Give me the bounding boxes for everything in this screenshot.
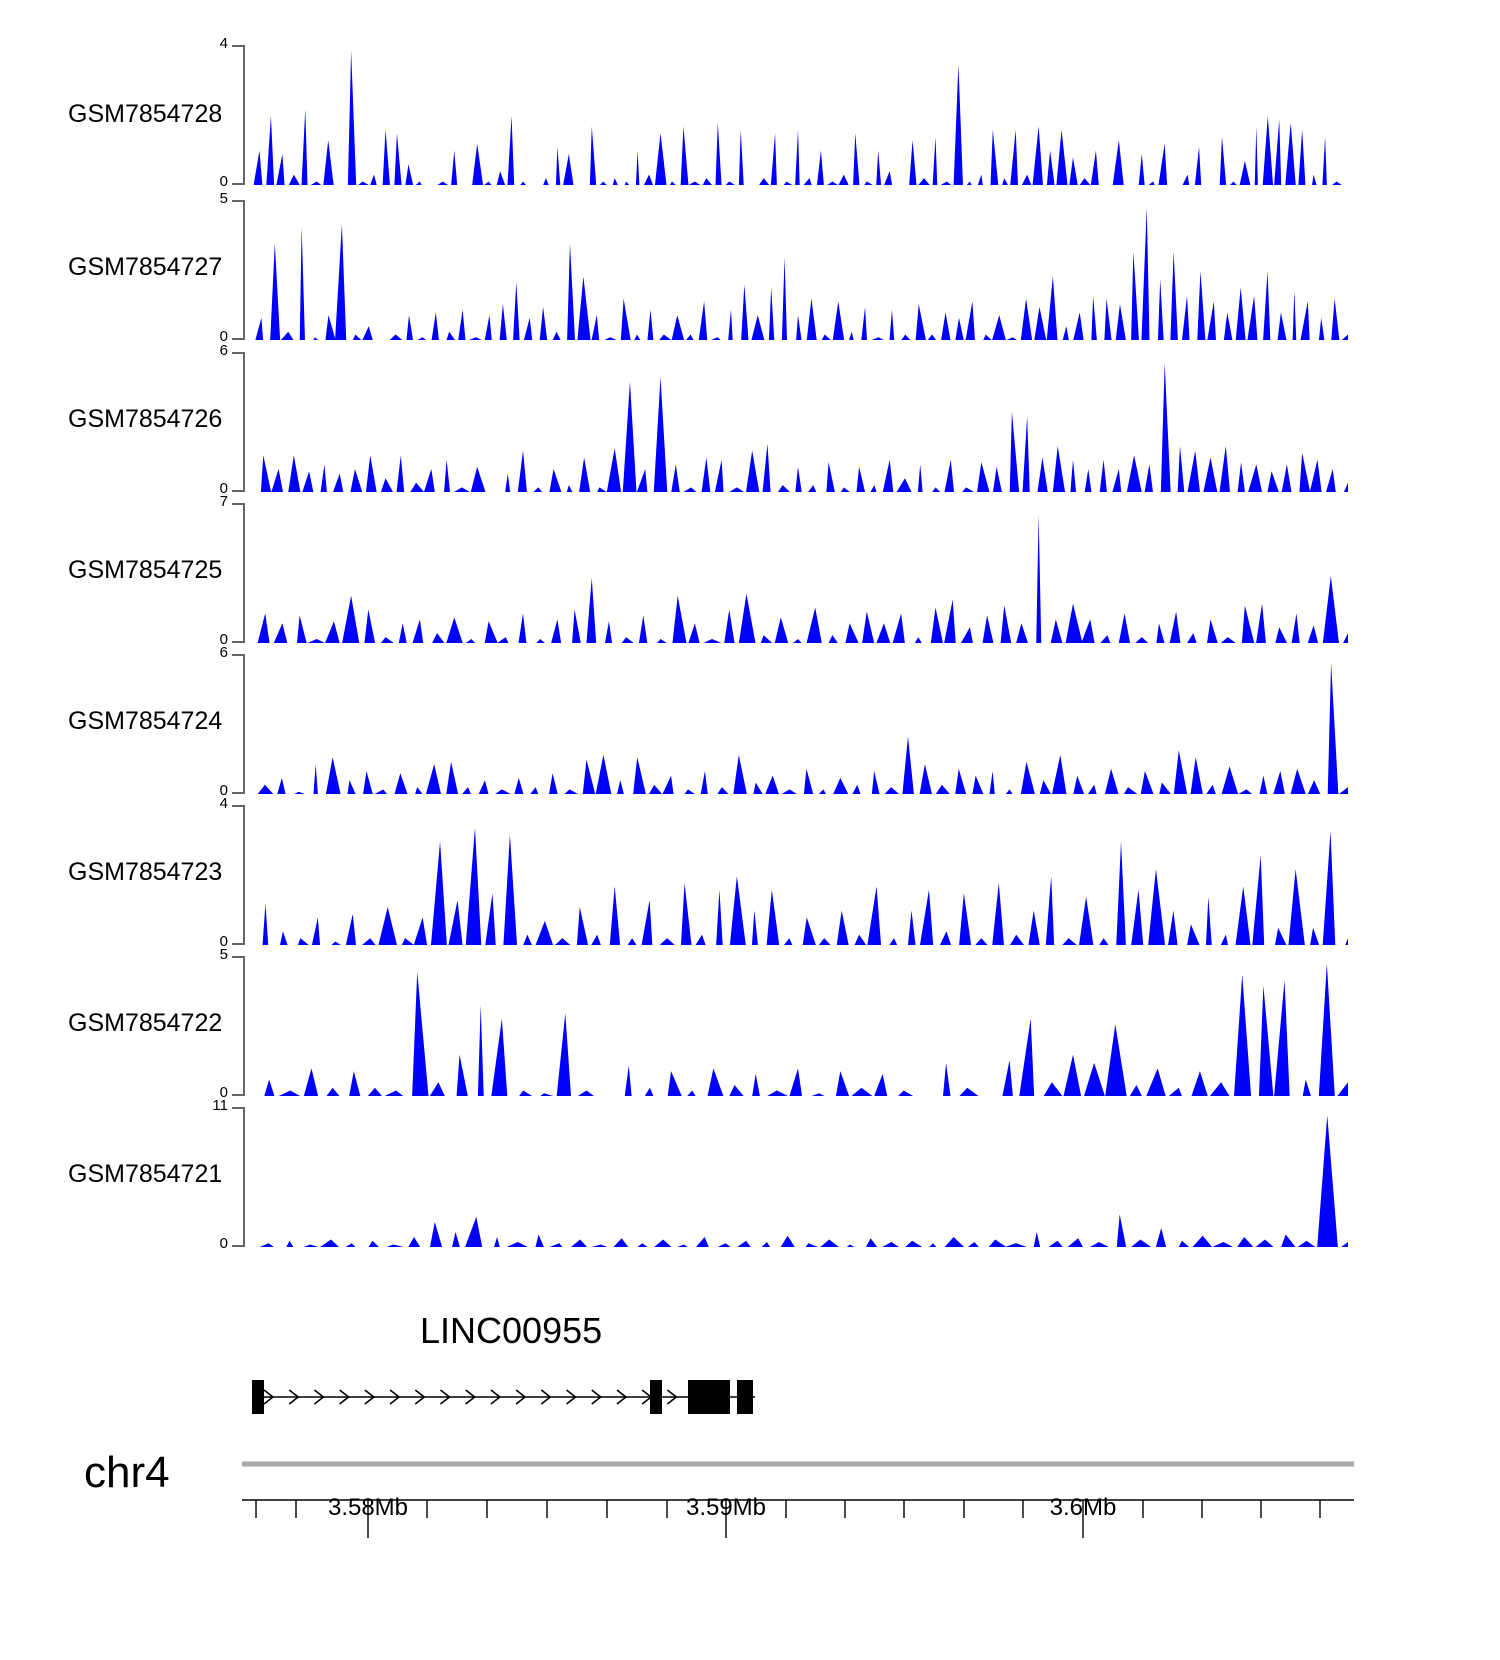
y-axis-line: [243, 956, 245, 1096]
axis-tick-label: 3.59Mb: [685, 1494, 767, 1521]
y-axis-tick-max: [232, 352, 245, 354]
y-axis-max-label: 5: [219, 946, 228, 963]
coverage-profile: [248, 956, 1348, 1096]
y-axis-max-label: 5: [219, 190, 228, 207]
coverage-track: GSM7854722 5 0: [0, 947, 1500, 1100]
gene-name-label: LINC00955: [420, 1310, 603, 1351]
y-axis-min-label: 0: [219, 173, 228, 190]
y-axis-tick-min: [232, 1245, 245, 1247]
coverage-area-svg: [248, 1115, 1348, 1247]
y-axis-line: [243, 654, 245, 794]
coverage-track: GSM7854723 4 0: [0, 796, 1500, 949]
y-axis-tick-min: [232, 641, 245, 643]
coverage-area-svg: [248, 662, 1348, 794]
y-axis-min-label: 0: [219, 480, 228, 497]
coverage-area-svg: [248, 50, 1348, 185]
y-axis-tick-max: [232, 1107, 245, 1109]
y-axis-min-label: 0: [219, 328, 228, 345]
y-axis-max-label: 11: [212, 1097, 228, 1114]
coverage-track: GSM7854724 6 0: [0, 645, 1500, 798]
ruler-svg: [242, 1461, 1354, 1538]
track-sample-label: GSM7854721: [68, 1160, 223, 1188]
track-sample-label: GSM7854723: [68, 858, 223, 886]
track-sample-label: GSM7854722: [68, 1009, 223, 1037]
gene-model[interactable]: [0, 1372, 1500, 1422]
y-axis-line: [243, 805, 245, 945]
coverage-track: GSM7854725 7 0: [0, 494, 1500, 647]
y-axis-tick-min: [232, 490, 245, 492]
y-axis-line: [243, 45, 245, 185]
y-axis-max-label: 4: [219, 35, 228, 52]
coverage-track: GSM7854728 4 0: [0, 36, 1500, 189]
coverage-area-svg: [248, 207, 1348, 340]
y-axis-line: [243, 1107, 245, 1247]
y-axis-max-label: 6: [219, 342, 228, 359]
coverage-track: GSM7854726 6 0: [0, 343, 1500, 496]
y-axis-tick-max: [232, 503, 245, 505]
y-axis-tick-min: [232, 792, 245, 794]
track-sample-label: GSM7854724: [68, 707, 223, 735]
y-axis-tick-max: [232, 45, 245, 47]
y-axis-max-label: 4: [219, 795, 228, 812]
y-axis-min-label: 0: [219, 782, 228, 799]
y-axis-min-label: 0: [219, 933, 228, 950]
coverage-area-svg: [248, 963, 1348, 1096]
y-axis-min-label: 0: [219, 1084, 228, 1101]
coverage-profile: [248, 654, 1348, 794]
gene-annotation-track: LINC00955: [0, 1310, 1500, 1440]
coverage-profile: [248, 352, 1348, 492]
coverage-profile: [248, 805, 1348, 945]
coverage-profile: [248, 45, 1348, 185]
y-axis-tick-max: [232, 956, 245, 958]
y-axis-tick-min: [232, 183, 245, 185]
y-axis-tick-min: [232, 943, 245, 945]
track-sample-label: GSM7854725: [68, 556, 223, 584]
track-sample-label: GSM7854727: [68, 253, 223, 281]
y-axis-line: [243, 352, 245, 492]
y-axis-tick-min: [232, 1094, 245, 1096]
coverage-track: GSM7854721 11 0: [0, 1098, 1500, 1251]
coverage-track: GSM7854727 5 0: [0, 191, 1500, 344]
axis-tick-label: 3.58Mb: [327, 1494, 409, 1521]
track-sample-label: GSM7854728: [68, 100, 223, 128]
y-axis-max-label: 6: [219, 644, 228, 661]
y-axis-tick-max: [232, 200, 245, 202]
y-axis-line: [243, 503, 245, 643]
y-axis-min-label: 0: [219, 631, 228, 648]
y-axis-min-label: 0: [219, 1235, 228, 1252]
y-axis-tick-min: [232, 338, 245, 340]
coverage-area-svg: [248, 514, 1348, 643]
axis-tick-label: 3.6Mb: [1049, 1494, 1117, 1521]
genome-axis-ruler[interactable]: [0, 1440, 1500, 1560]
y-axis-tick-max: [232, 805, 245, 807]
coverage-profile: [248, 200, 1348, 340]
coverage-area-svg: [248, 363, 1348, 492]
track-sample-label: GSM7854726: [68, 405, 223, 433]
gene-model-svg: [252, 1380, 755, 1414]
y-axis-max-label: 7: [219, 493, 228, 510]
chromosome-label: chr4: [84, 1448, 170, 1497]
coverage-profile: [248, 1107, 1348, 1247]
y-axis-tick-max: [232, 654, 245, 656]
coverage-area-svg: [248, 827, 1348, 945]
y-axis-line: [243, 200, 245, 340]
coverage-profile: [248, 503, 1348, 643]
